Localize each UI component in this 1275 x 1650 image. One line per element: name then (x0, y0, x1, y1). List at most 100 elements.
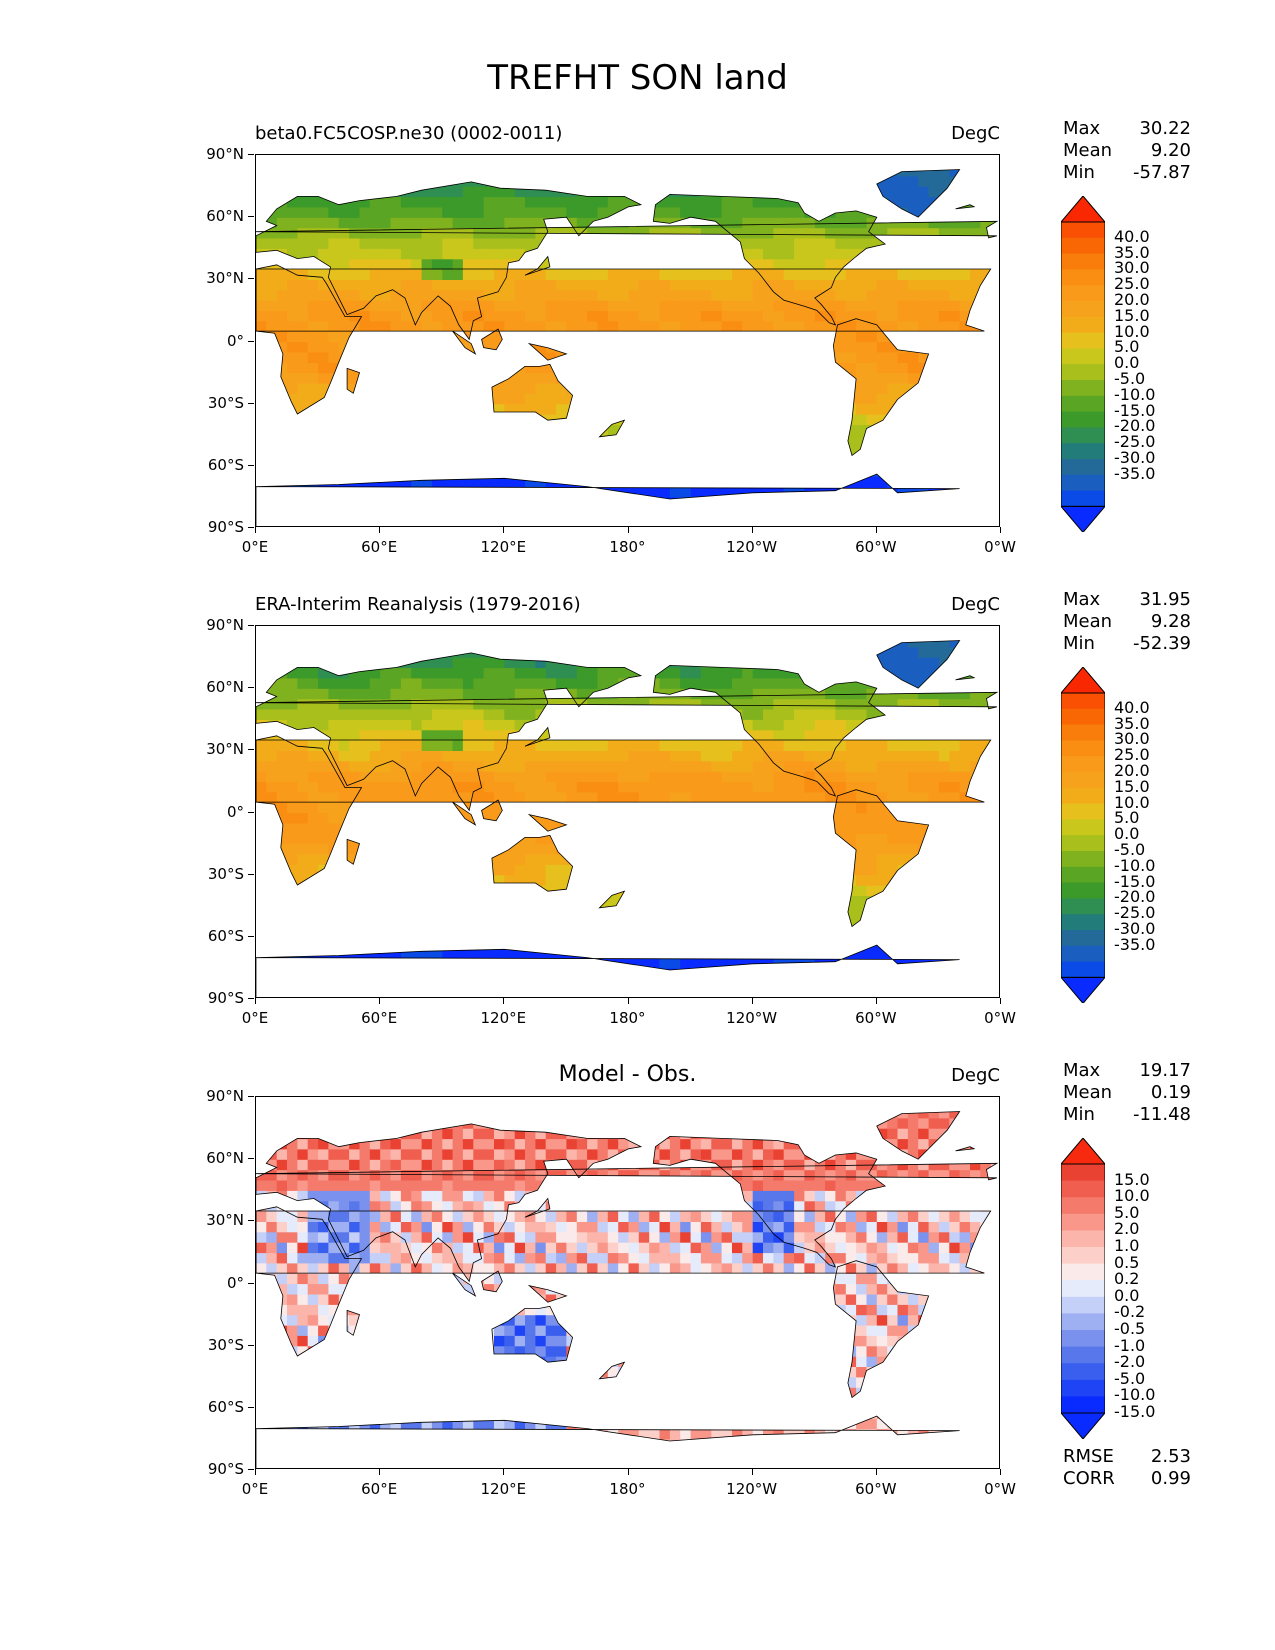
colorbar-level-label: -20.0 (1114, 887, 1156, 907)
colorbar-level-label: 1.0 (1114, 1236, 1140, 1255)
stat-value: 0.19 (1150, 1082, 1191, 1103)
colorbar-level-label: 35.0 (1114, 713, 1150, 733)
stat-value: -52.39 (1132, 633, 1191, 654)
lat-tick-label: 60°N (192, 1149, 254, 1167)
lat-tick-label: 30°S (192, 394, 254, 412)
land-field (256, 169, 997, 526)
panel-model: beta0.FC5COSP.ne30 (0002-0011) DegC 90°N 60… (0, 118, 1275, 614)
colorbar-level-label: -35.0 (1114, 934, 1156, 954)
coastlines (256, 169, 999, 526)
lon-tick-label: 120°W (722, 998, 782, 1027)
colorbar-level-label: 10.0 (1114, 321, 1150, 341)
colorbar-level-label: 2.0 (1114, 1219, 1140, 1239)
coastlines (256, 1111, 999, 1468)
colorbar-level-label: -20.0 (1114, 416, 1156, 436)
stat-row: Max 19.17 (1063, 1060, 1191, 1082)
colorbar-level-label: 35.0 (1114, 242, 1150, 262)
stat-value: 31.95 (1139, 589, 1191, 610)
colorbar-level-label: 20.0 (1114, 290, 1150, 309)
lat-tick-label: 30°N (192, 1211, 254, 1229)
lon-tick-label: 180° (598, 998, 658, 1027)
colorbar-level-label: -15.0 (1114, 400, 1156, 420)
stat-value: 30.22 (1139, 118, 1191, 139)
lat-tick-label: 60°S (192, 456, 254, 474)
colorbar-level-label: 25.0 (1114, 745, 1150, 765)
lon-tick-label: 60°E (349, 527, 409, 556)
lat-tick-label: 0° (192, 332, 254, 350)
lon-tick-label: 0°W (970, 998, 1030, 1027)
panel-title: ERA-Interim Reanalysis (1979-2016) (255, 594, 581, 615)
colorbar-level-label: -25.0 (1114, 432, 1156, 452)
colorbar-level-label: -30.0 (1114, 919, 1156, 938)
map-plot (255, 154, 1000, 527)
stat-label: Min (1063, 162, 1095, 183)
colorbar-level-label: 25.0 (1114, 274, 1150, 294)
lat-tick-label: 60°S (192, 1398, 254, 1416)
lat-tick-label: 90°S (192, 989, 254, 1007)
colorbar-level-label: 5.0 (1114, 1202, 1140, 1222)
lon-tick-label: 60°E (349, 1469, 409, 1498)
metric-value: 0.99 (1150, 1468, 1191, 1489)
lat-tick-label: 90°N (192, 1087, 254, 1105)
error-metrics: RMSE 2.53 CORR 0.99 (1063, 1446, 1191, 1490)
colorbar-level-label: 40.0 (1114, 226, 1150, 246)
colorbar-level-label: 10.0 (1114, 792, 1150, 812)
land-field (256, 1111, 997, 1468)
lat-tick-label: 60°S (192, 927, 254, 945)
lon-tick-label: 60°W (846, 998, 906, 1027)
stat-row: Min -57.87 (1063, 162, 1191, 184)
panel-title: beta0.FC5COSP.ne30 (0002-0011) (255, 123, 563, 144)
stat-label: Mean (1063, 140, 1113, 161)
stat-value: 19.17 (1139, 1060, 1191, 1081)
lat-tick-label: 30°S (192, 865, 254, 883)
lat-tick-label: 0° (192, 1274, 254, 1292)
colorbar-level-label: -1.0 (1114, 1335, 1146, 1355)
lon-tick-label: 0°E (225, 527, 285, 556)
lon-tick-label: 120°E (473, 1469, 533, 1498)
stat-label: Max (1063, 118, 1101, 139)
colorbar-level-label: 40.0 (1114, 697, 1150, 717)
colorbar-level-label: -35.0 (1114, 463, 1156, 483)
stat-value: 9.20 (1150, 140, 1191, 161)
colorbar-level-label: 5.0 (1114, 808, 1140, 828)
metric-value: 2.53 (1150, 1446, 1191, 1467)
units-label: DegC (951, 123, 1000, 144)
stat-label: Min (1063, 633, 1095, 654)
panel-observations: ERA-Interim Reanalysis (1979-2016) DegC 90… (0, 589, 1275, 1085)
lon-tick-label: 0°E (225, 998, 285, 1027)
stats-block: Max 31.95 Mean 9.28 Min -52.39 (1063, 589, 1191, 655)
colorbar-level-label: 30.0 (1114, 729, 1150, 749)
colorbar-level-label: -10.0 (1114, 384, 1156, 404)
stats-block: Max 19.17 Mean 0.19 Min -11.48 (1063, 1060, 1191, 1126)
colorbar-level-label: 0.2 (1114, 1269, 1140, 1289)
lat-tick-label: 90°N (192, 145, 254, 163)
lon-tick-label: 0°W (970, 527, 1030, 556)
lon-tick-label: 180° (598, 1469, 658, 1498)
colorbar-level-label: -0.2 (1114, 1302, 1146, 1322)
colorbar-level-label: -15.0 (1114, 1402, 1156, 1421)
colorbar-level-label: 10.0 (1114, 1186, 1150, 1206)
colorbar-level-label: 30.0 (1114, 258, 1150, 278)
lat-tick-label: 30°N (192, 269, 254, 287)
stat-label: Mean (1063, 611, 1113, 632)
stat-row: Min -52.39 (1063, 633, 1191, 655)
colorbar-level-label: 0.0 (1114, 1285, 1140, 1305)
stat-row: Mean 9.28 (1063, 611, 1191, 633)
colorbar-level-label: -5.0 (1114, 840, 1146, 859)
stat-row: Mean 9.20 (1063, 140, 1191, 162)
stat-label: Max (1063, 589, 1101, 610)
panel-title: Model - Obs. (558, 1062, 697, 1087)
lon-tick-label: 120°E (473, 998, 533, 1027)
stat-value: -57.87 (1132, 162, 1191, 183)
metric-row: RMSE 2.53 (1063, 1446, 1191, 1468)
lat-tick-label: 30°S (192, 1336, 254, 1354)
colorbar-level-label: 15.0 (1114, 305, 1150, 325)
units-label: DegC (951, 1065, 1000, 1086)
stat-row: Min -11.48 (1063, 1104, 1191, 1126)
colorbar-level-label: 0.0 (1114, 353, 1140, 373)
colorbar-level-label: -5.0 (1114, 369, 1146, 388)
stat-label: Mean (1063, 1082, 1113, 1103)
colorbar-level-label: -15.0 (1114, 871, 1156, 891)
stat-value: 9.28 (1150, 611, 1191, 632)
metric-row: CORR 0.99 (1063, 1468, 1191, 1490)
